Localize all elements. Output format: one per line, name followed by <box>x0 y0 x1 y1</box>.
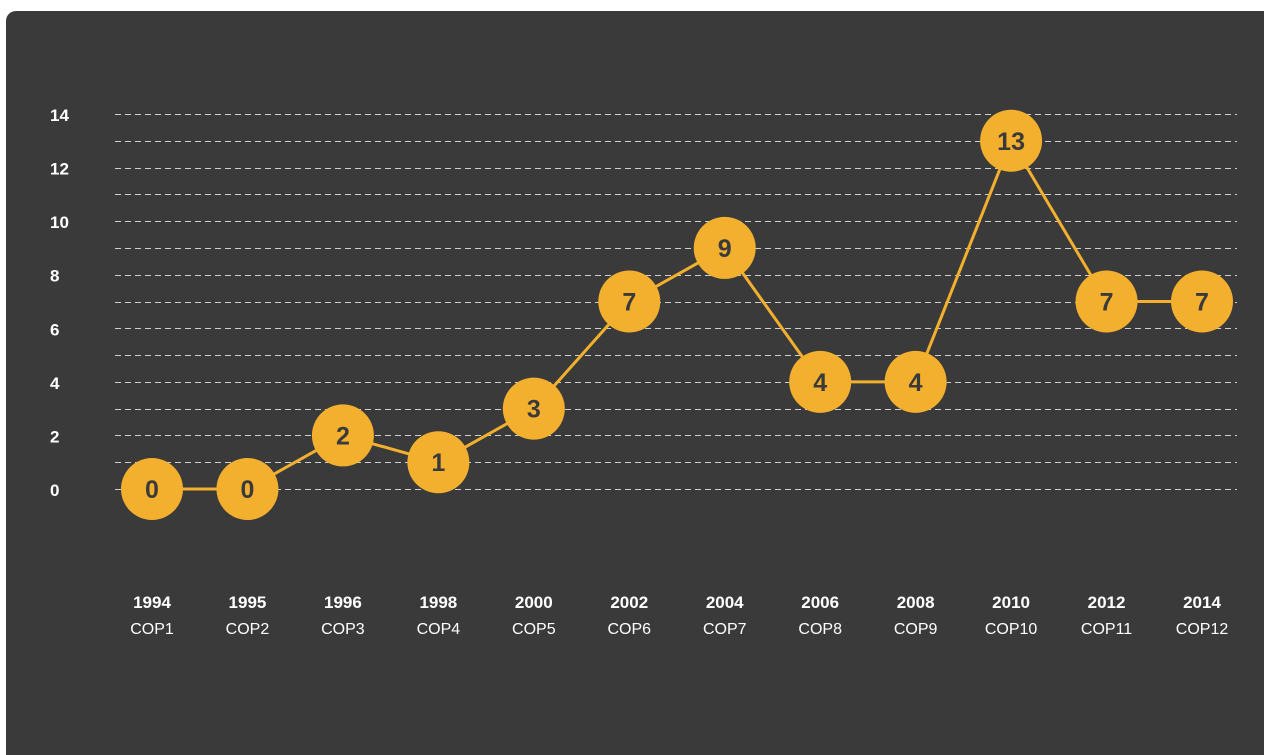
data-point-marker <box>1075 270 1138 333</box>
data-point-label: 7 <box>1195 289 1209 317</box>
x-tick-year-label: 1994 <box>133 593 171 612</box>
y-tick-label: 10 <box>50 213 69 232</box>
series-line <box>152 139 1202 491</box>
x-tick-year-label: 1995 <box>229 593 267 612</box>
y-tick-label: 14 <box>50 106 69 125</box>
y-tick-label: 0 <box>50 481 59 500</box>
x-tick-cop-label: COP8 <box>798 621 842 638</box>
y-tick-label: 12 <box>50 160 69 179</box>
x-tick-year-label: 2008 <box>897 593 935 612</box>
data-point-marker <box>311 404 374 467</box>
x-tick-cop-label: COP12 <box>1176 621 1229 638</box>
x-tick-cop-label: COP7 <box>703 621 747 638</box>
x-tick-cop-label: COP3 <box>321 621 365 638</box>
data-point-marker <box>884 350 947 413</box>
x-axis-ticks: 1994 COP1 1995 COP2 1996 COP3 1998 COP4 2000 COP5… <box>130 593 1228 638</box>
data-point-marker <box>502 377 565 440</box>
x-tick-year-label: 2006 <box>801 593 839 612</box>
x-tick-cop-label: COP6 <box>607 621 651 638</box>
data-point-marker <box>693 216 756 279</box>
data-point-label: 0 <box>241 476 255 504</box>
data-point-marker <box>1171 270 1233 333</box>
x-tick-cop-label: COP1 <box>130 621 174 638</box>
data-point-label: 2 <box>336 422 350 450</box>
y-tick-label: 8 <box>50 267 59 286</box>
x-tick-year-label: 2002 <box>610 593 648 612</box>
y-tick-label: 6 <box>50 320 59 339</box>
x-tick-year-label: 2010 <box>992 593 1030 612</box>
y-tick-label: 2 <box>50 427 59 446</box>
x-tick-year-label: 2014 <box>1183 593 1221 612</box>
data-point-marker <box>980 109 1043 172</box>
data-point-marker <box>216 458 279 520</box>
x-tick-year-label: 2012 <box>1088 593 1126 612</box>
x-tick-cop-label: COP2 <box>226 621 270 638</box>
data-point-label: 1 <box>431 449 445 477</box>
y-tick-label: 4 <box>50 374 60 393</box>
series-line-path <box>152 139 1202 491</box>
x-tick-year-label: 1998 <box>419 593 457 612</box>
y-axis-ticks: 14 12 10 8 6 4 2 0 <box>50 106 69 500</box>
x-tick-cop-label: COP10 <box>985 621 1038 638</box>
data-point-label: 9 <box>718 235 732 263</box>
data-point-label: 3 <box>527 396 541 424</box>
grid-lines <box>115 114 1237 490</box>
x-tick-year-label: 2004 <box>706 593 744 612</box>
data-point-label: 7 <box>622 289 636 317</box>
x-tick-year-label: 2000 <box>515 593 553 612</box>
data-point-label: 0 <box>145 476 159 504</box>
data-point-label: 7 <box>1100 289 1114 317</box>
data-point-marker <box>407 431 470 494</box>
x-tick-cop-label: COP9 <box>894 621 938 638</box>
x-tick-cop-label: COP5 <box>512 621 556 638</box>
x-tick-cop-label: COP11 <box>1081 621 1132 638</box>
data-point-label: 13 <box>997 128 1025 156</box>
data-point-label: 4 <box>813 369 827 397</box>
data-point-marker <box>121 458 183 520</box>
x-tick-year-label: 1996 <box>324 593 362 612</box>
data-point-marker <box>598 270 661 333</box>
x-tick-cop-label: COP4 <box>417 621 461 638</box>
data-point-label: 4 <box>909 369 923 397</box>
data-point-marker <box>789 350 852 413</box>
